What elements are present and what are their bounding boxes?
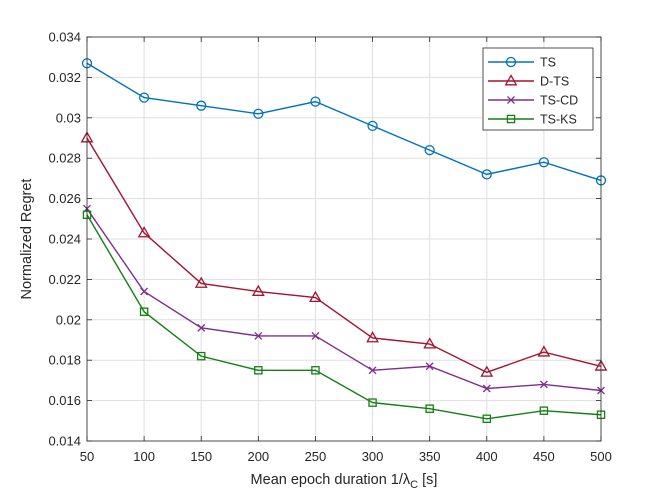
data-point-ts-ks xyxy=(196,351,206,361)
data-point-ts-cd xyxy=(140,287,149,296)
series-line-d-ts xyxy=(86,137,602,374)
x-tick-label: 300 xyxy=(362,449,384,464)
grid xyxy=(86,36,602,442)
series-line-ts-cd xyxy=(86,208,602,392)
legend-marker-ts-cd xyxy=(507,96,515,104)
data-point-ts xyxy=(538,157,550,168)
y-tick-label: 0.022 xyxy=(48,272,81,287)
data-point-ts-ks xyxy=(482,414,492,424)
x-tick-label: 400 xyxy=(476,449,498,464)
data-point-ts xyxy=(196,100,207,111)
y-tick-label: 0.016 xyxy=(48,393,81,408)
x-tick-label: 450 xyxy=(533,449,555,464)
data-point-ts xyxy=(424,144,435,156)
series-line-ts xyxy=(86,62,602,182)
data-point-ts-cd xyxy=(254,332,263,340)
data-point-ts-ks xyxy=(425,404,434,413)
data-point-ts-ks xyxy=(254,366,263,375)
y-tick-label: 0.032 xyxy=(48,70,81,85)
data-point-ts-ks xyxy=(368,398,377,407)
series-layer xyxy=(80,58,608,424)
y-tick-label: 0.02 xyxy=(56,312,81,327)
y-axis-label: Normalized Regret xyxy=(19,179,35,300)
y-tick-label: 0.03 xyxy=(56,110,81,125)
ticks: 50 100 150 200 250 300 350 400 450 500 0.014 0.016 0… xyxy=(48,30,611,465)
data-point-d-ts xyxy=(251,284,265,296)
data-point-d-ts xyxy=(423,337,437,349)
data-point-ts-cd xyxy=(425,362,434,371)
data-point-d-ts xyxy=(194,276,208,288)
legend-item-ts-cd: TS-CD xyxy=(488,94,578,108)
y-tick-label: 0.014 xyxy=(48,434,81,449)
x-tick-label: 250 xyxy=(305,449,327,464)
data-point-ts-ks xyxy=(311,366,320,375)
data-point-ts xyxy=(253,108,264,119)
legend-label-ts-cd: TS-CD xyxy=(540,94,578,108)
data-point-ts xyxy=(310,96,321,107)
y-tick-label: 0.024 xyxy=(48,232,81,247)
y-tick-label: 0.018 xyxy=(48,353,81,368)
x-tick-label: 50 xyxy=(80,449,94,464)
x-tick-label: 200 xyxy=(247,449,269,464)
data-point-d-ts xyxy=(137,226,151,238)
data-point-ts-cd xyxy=(368,366,377,375)
data-point-ts xyxy=(138,92,150,103)
data-point-d-ts xyxy=(366,331,379,343)
x-tick-label: 500 xyxy=(590,449,612,464)
x-tick-label: 100 xyxy=(133,449,155,464)
data-point-ts-cd xyxy=(482,384,491,393)
data-point-ts-cd xyxy=(311,332,320,340)
data-point-d-ts xyxy=(309,290,322,303)
legend-label-ts: TS xyxy=(540,56,556,70)
data-point-ts xyxy=(481,169,492,180)
data-point-ts xyxy=(367,120,378,132)
x-axis-label: Mean epoch duration 1/λC [s] xyxy=(251,472,438,491)
data-point-ts-cd xyxy=(539,380,548,389)
legend-item-d-ts: D-TS xyxy=(488,74,569,89)
series-ts-cd xyxy=(83,204,605,395)
x-tick-label: 350 xyxy=(419,449,441,464)
y-tick-label: 0.028 xyxy=(48,151,81,166)
y-tick-label: 0.034 xyxy=(48,30,81,45)
legend-marker-ts-ks xyxy=(506,114,516,124)
x-tick-label: 150 xyxy=(190,449,212,464)
legend-label-d-ts: D-TS xyxy=(540,75,569,89)
legend-item-ts: TS xyxy=(488,56,556,70)
data-point-ts-cd xyxy=(197,323,206,332)
legend: TS D-TS TS-CD TS-KS xyxy=(482,47,594,131)
data-point-d-ts xyxy=(537,345,551,357)
legend-marker-d-ts xyxy=(504,74,518,86)
data-point-ts-ks xyxy=(139,307,149,316)
series-d-ts xyxy=(80,131,608,377)
y-tick-label: 0.026 xyxy=(48,191,81,206)
legend-item-ts-ks: TS-KS xyxy=(488,113,577,127)
legend-label-ts-ks: TS-KS xyxy=(540,113,577,127)
data-point-d-ts xyxy=(480,365,494,377)
legend-marker-ts xyxy=(505,56,517,68)
series-line-ts-ks xyxy=(86,214,602,420)
data-point-ts-ks xyxy=(539,406,549,415)
